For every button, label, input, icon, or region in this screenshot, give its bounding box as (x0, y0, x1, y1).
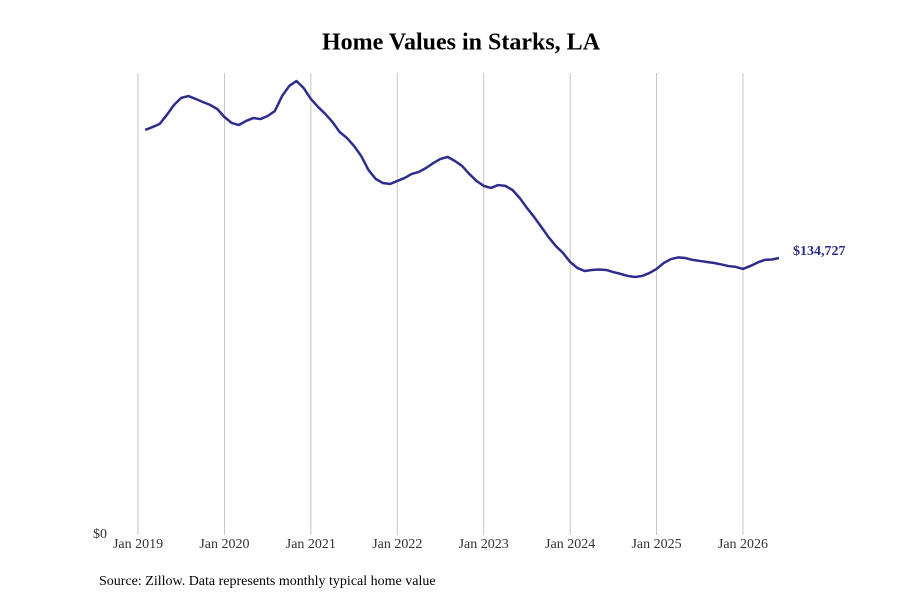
x-tick-label: Jan 2025 (631, 537, 681, 552)
x-tick-label: Jan 2024 (545, 537, 595, 552)
y-tick-label: $0 (93, 527, 107, 542)
chart-title: Home Values in Starks, LA (322, 30, 601, 56)
x-tick-label: Jan 2019 (113, 537, 163, 552)
x-tick-label: Jan 2021 (286, 537, 336, 552)
source-note: Source: Zillow. Data represents monthly … (99, 574, 436, 589)
x-tick-label: Jan 2026 (718, 537, 768, 552)
x-tick-label: Jan 2022 (372, 537, 422, 552)
value-label: $134,727 (793, 244, 846, 259)
line-series (144, 79, 780, 279)
x-tick-label: Jan 2020 (199, 537, 249, 552)
x-tick-label: Jan 2023 (459, 537, 509, 552)
